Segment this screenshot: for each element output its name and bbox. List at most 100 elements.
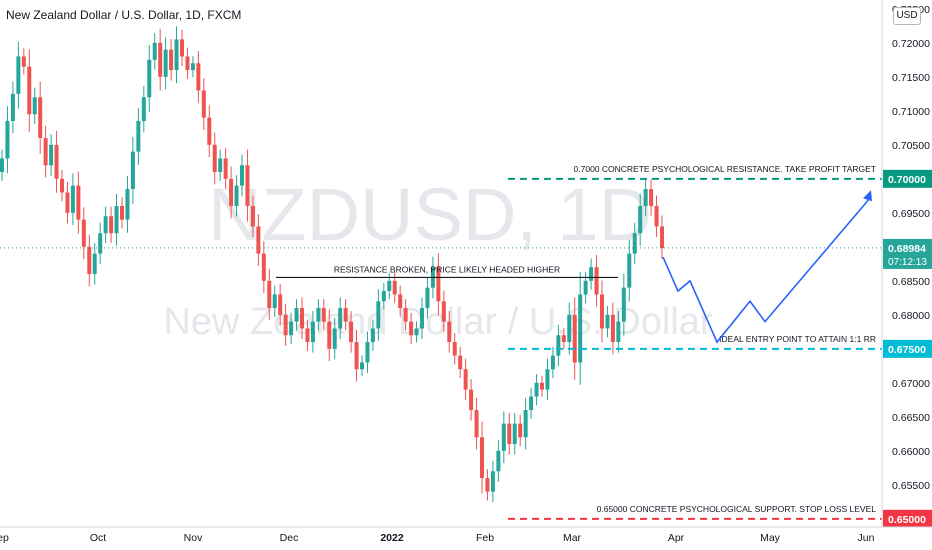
candle: [240, 154, 244, 197]
price-tick-label: 0.72000: [892, 38, 930, 50]
candle-body: [458, 355, 463, 370]
candle-body: [5, 121, 10, 159]
time-tick-label: ep: [0, 532, 9, 544]
candle-body: [485, 478, 490, 492]
candle-body: [87, 246, 92, 275]
candle-body: [332, 328, 337, 349]
candle-body: [660, 226, 664, 249]
candle-body: [196, 63, 201, 91]
candle-body: [272, 294, 277, 309]
candle-body: [409, 321, 414, 336]
candle: [556, 324, 561, 367]
price-axis[interactable]: 0.725000.720000.715000.710000.705000.700…: [881, 0, 932, 550]
level-price-tag: [883, 509, 932, 528]
candle: [534, 374, 539, 406]
candle-body: [212, 144, 217, 173]
candle-body: [376, 301, 381, 329]
candle: [436, 253, 441, 316]
candle: [387, 272, 392, 300]
candle-body: [180, 39, 184, 57]
candle-body: [240, 165, 244, 186]
candle-body: [54, 144, 59, 179]
candle-body: [250, 206, 255, 227]
candle-body: [572, 314, 577, 363]
candle-body: [343, 308, 348, 322]
candle: [414, 321, 419, 343]
level-price-tag-label: 0.65000: [888, 514, 926, 526]
candle: [561, 328, 566, 350]
candle: [583, 272, 588, 304]
time-axis[interactable]: ep Oct Nov Dec 2022 Feb Mar Apr May Jun: [0, 526, 932, 550]
candle: [294, 299, 299, 331]
watermark-symbol: NZDUSD, 1D: [208, 173, 652, 256]
price-tick-label: 0.65500: [892, 480, 930, 492]
candle: [403, 299, 408, 331]
candle: [540, 375, 544, 397]
candle: [125, 175, 130, 233]
candle-body: [223, 158, 228, 179]
candle: [54, 130, 59, 193]
time-tick-label: 2022: [380, 532, 404, 544]
candle-body: [452, 342, 457, 356]
time-tick-label: Mar: [563, 532, 582, 544]
projection-layer: [662, 190, 872, 344]
candle: [370, 319, 375, 351]
level-label: 0.7000 CONCRETE PSYCHOLOGICAL RESISTANCE…: [574, 164, 876, 174]
candle-body: [349, 321, 354, 343]
candle-body: [81, 219, 86, 247]
level-label: IDEAL ENTRY POINT TO ATTAIN 1:1 RR: [719, 334, 876, 344]
candle: [223, 147, 228, 190]
candle-body: [114, 206, 119, 234]
candle: [458, 346, 463, 379]
candle-body: [490, 471, 495, 492]
candle: [512, 413, 517, 455]
currency-badge[interactable]: USD: [893, 7, 921, 25]
candle: [485, 469, 490, 501]
candle-body: [256, 226, 261, 254]
price-tick-label: 0.67000: [892, 378, 930, 390]
candle: [76, 171, 81, 234]
candle-body: [583, 280, 588, 295]
price-tick-label: 0.68500: [892, 276, 930, 288]
candle: [305, 319, 310, 351]
candle-body: [70, 185, 75, 213]
price-axis-bg: [882, 0, 932, 550]
candle-body: [103, 216, 108, 234]
candle-body: [589, 267, 594, 281]
time-tick-label: Apr: [668, 532, 685, 544]
candle: [174, 26, 179, 84]
time-tick-label: Feb: [476, 532, 494, 544]
candle-body: [38, 97, 43, 139]
candle: [469, 379, 474, 421]
candle: [43, 125, 48, 178]
candle-body: [370, 328, 375, 343]
candle: [272, 285, 277, 317]
candle-body: [0, 158, 4, 173]
candle-body: [480, 437, 484, 479]
candle-body: [338, 308, 343, 329]
candle-body: [294, 308, 299, 322]
projection-path: [662, 198, 870, 344]
candle-body: [600, 294, 604, 329]
candle: [496, 440, 501, 482]
candle: [120, 197, 124, 229]
candle: [256, 214, 261, 266]
candle: [507, 413, 512, 455]
price-tick-label: 0.68000: [892, 310, 930, 322]
candle-body: [49, 144, 54, 166]
candle: [490, 460, 495, 503]
candle-body: [136, 121, 141, 152]
candle: [572, 297, 577, 380]
candle: [420, 297, 424, 339]
candle: [21, 48, 26, 75]
candle-body: [649, 189, 654, 207]
candle: [158, 28, 163, 91]
candle-body: [643, 189, 648, 207]
candle-body: [163, 49, 168, 77]
candle: [392, 272, 397, 304]
price-tick-label: 0.66000: [892, 446, 930, 458]
candle-body: [621, 287, 626, 322]
candle: [98, 222, 103, 265]
candle: [103, 206, 108, 243]
